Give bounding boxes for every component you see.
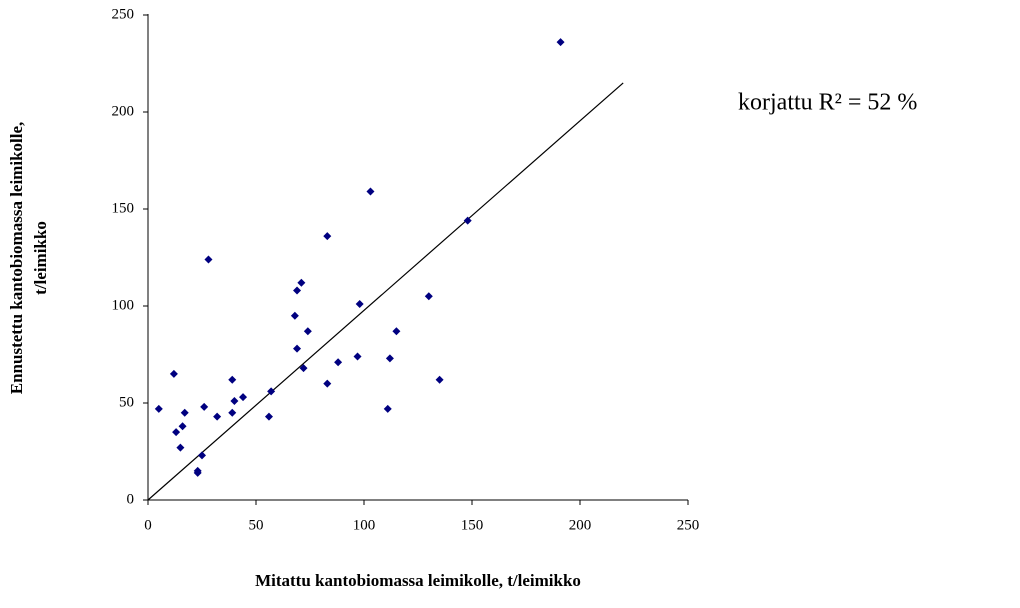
point	[239, 393, 248, 402]
point	[180, 408, 189, 417]
fit-line	[147, 82, 624, 501]
point	[213, 412, 222, 421]
point	[228, 408, 237, 417]
y-axis-label: t/leimikko	[31, 221, 50, 295]
y-tick-label: 50	[119, 394, 134, 410]
point	[228, 375, 237, 384]
x-axis-label: Mitattu kantobiomassa leimikolle, t/leim…	[255, 571, 581, 590]
x-tick-label: 50	[249, 517, 264, 533]
point	[290, 311, 299, 320]
y-tick-label: 250	[112, 6, 135, 22]
point	[435, 375, 444, 384]
point	[293, 344, 302, 353]
y-tick-label: 0	[127, 491, 135, 507]
point	[172, 428, 181, 437]
point	[200, 402, 209, 411]
point	[323, 232, 332, 241]
point	[463, 216, 472, 225]
point	[178, 422, 187, 431]
point	[204, 255, 213, 264]
y-tick-label: 100	[112, 297, 135, 313]
point	[385, 354, 394, 363]
point	[293, 286, 302, 295]
point	[230, 397, 239, 406]
y-tick-label: 200	[112, 103, 135, 119]
annotation: korjattu R² = 52 %	[738, 90, 917, 116]
point	[264, 412, 273, 421]
point	[366, 187, 375, 196]
x-tick-label: 100	[353, 517, 376, 533]
x-tick-label: 0	[144, 517, 152, 533]
point	[355, 300, 364, 309]
point	[392, 327, 401, 336]
point	[556, 38, 565, 47]
y-tick-label: 150	[112, 200, 135, 216]
point	[297, 278, 306, 287]
point	[299, 364, 308, 373]
point	[176, 443, 185, 452]
point	[334, 358, 343, 367]
point	[267, 387, 276, 396]
point	[353, 352, 362, 361]
point	[198, 451, 206, 460]
point	[383, 404, 392, 413]
point	[323, 379, 332, 388]
point	[169, 369, 178, 378]
point	[424, 292, 433, 301]
point	[154, 404, 163, 413]
y-axis-label: Ennustettu kantobiomassa leimikolle,	[7, 122, 26, 395]
point	[193, 468, 202, 477]
x-tick-label: 250	[677, 517, 700, 533]
x-tick-label: 200	[569, 517, 592, 533]
point	[303, 327, 312, 336]
x-tick-label: 150	[461, 517, 484, 533]
